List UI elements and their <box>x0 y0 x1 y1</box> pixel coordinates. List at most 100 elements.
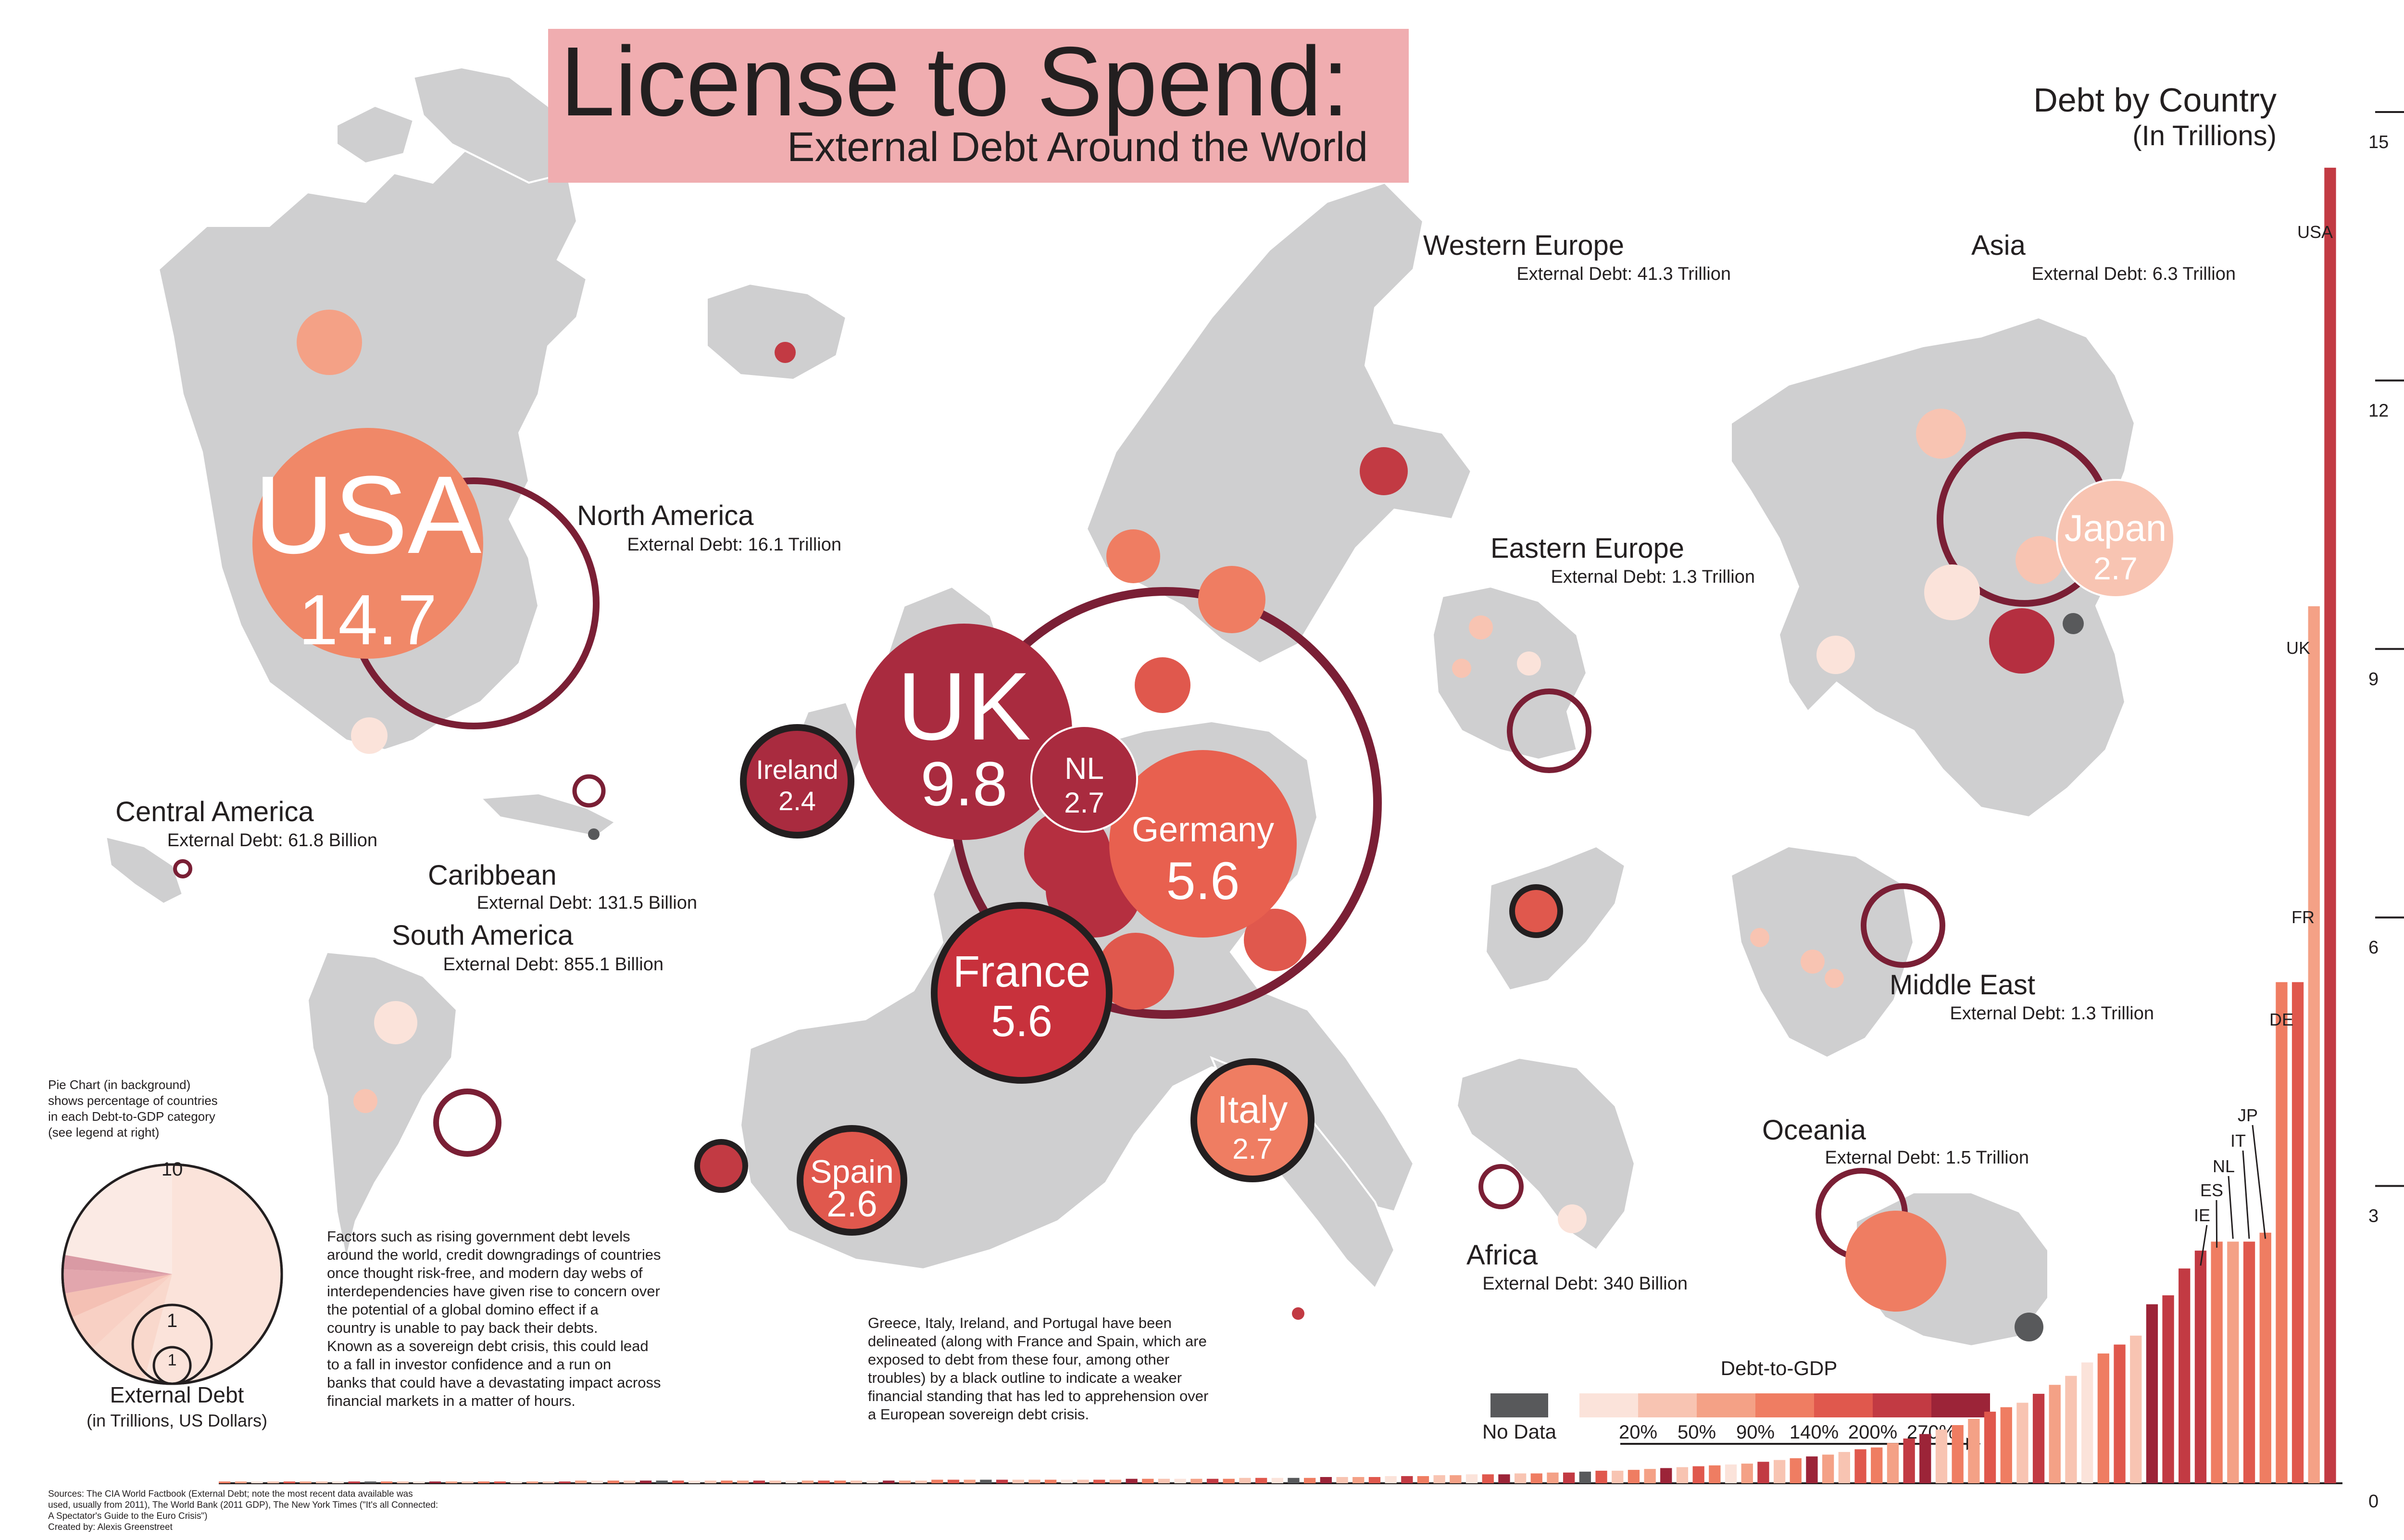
bar-60 <box>1190 1478 1202 1483</box>
germany-bubble <box>1109 750 1297 938</box>
sweden-bubble <box>1198 566 1265 633</box>
bar-62 <box>1223 1478 1235 1483</box>
region-debt-middle-east: External Debt: 1.3 Trillion <box>1950 1003 2154 1024</box>
pie-wedge-5 <box>72 1274 172 1349</box>
body-text-mid-p: Greece, Italy, Ireland, and Portugal hav… <box>868 1315 1208 1423</box>
bar-43 <box>915 1480 927 1483</box>
spain-bubble <box>797 1125 907 1236</box>
body-text-left-p1: Factors such as rising government debt l… <box>327 1228 661 1336</box>
bar-130 <box>2324 167 2336 1483</box>
bar-64 <box>1255 1477 1267 1483</box>
usa-bubble-value: 14.7 <box>299 580 437 660</box>
bar-85 <box>1595 1470 1607 1483</box>
pie-note-text: Pie Chart (in background) shows percentag… <box>48 1077 218 1139</box>
bar-chart-tick-label-6: 6 <box>2368 938 2379 958</box>
canada-bubble <box>297 310 362 375</box>
japan-bubble-value: 2.7 <box>2093 551 2138 586</box>
sources-line-3: Created by: Alexis Greenstreet <box>48 1522 173 1532</box>
region-name-asia: Asia <box>1971 230 2026 261</box>
hongkong-bubble <box>2016 536 2064 584</box>
bar-label-jp: JP <box>2238 1105 2258 1125</box>
india-bubble <box>1816 636 1855 674</box>
bar-leader-jp <box>2252 1125 2266 1239</box>
bar-1 <box>235 1481 247 1483</box>
bar-40 <box>866 1480 878 1483</box>
bar-70 <box>1352 1477 1365 1483</box>
bar-61 <box>1206 1478 1219 1483</box>
size-legend: 10 1 1 External Debt (in Trillions, US D… <box>61 1159 283 1430</box>
bar-leader-it <box>2242 1150 2250 1239</box>
bar-50 <box>1028 1479 1040 1483</box>
size-legend-title: External Debt <box>110 1382 244 1407</box>
bar-label-ie: IE <box>2194 1205 2210 1225</box>
title-background <box>548 29 1409 183</box>
size-legend-label-10: 10 <box>162 1159 183 1180</box>
bar-101 <box>1854 1449 1866 1483</box>
hungary-bubble <box>1452 659 1471 678</box>
bar-label-uk: UK <box>2286 638 2310 658</box>
bar-36 <box>801 1480 814 1483</box>
bar-111 <box>2016 1402 2028 1483</box>
bar-chart-bars <box>219 167 2336 1483</box>
legend-no-data-swatch <box>1490 1393 1548 1417</box>
bar-84 <box>1579 1471 1591 1483</box>
bar-105 <box>1919 1434 1931 1483</box>
bar-122 <box>2194 1251 2207 1483</box>
legend-label-2: 90% <box>1736 1422 1775 1443</box>
bar-32 <box>737 1480 749 1483</box>
debt-by-country-bar-chart: 0 3 6 9 12 15 USA UK FR DE JP IT NL ES IE <box>219 111 2404 1512</box>
argentina-bubble <box>353 1089 377 1113</box>
bar-54 <box>1093 1479 1105 1483</box>
italy-bubble-name: Italy <box>1217 1088 1288 1131</box>
bar-25 <box>624 1480 636 1483</box>
bar-17 <box>494 1481 506 1483</box>
portugal-bubble <box>694 1139 748 1193</box>
uk-bubble-name: UK <box>897 653 1031 760</box>
bar-52 <box>1061 1479 1073 1483</box>
bar-label-usa: USA <box>2297 222 2333 242</box>
central-america-map <box>104 835 184 905</box>
bar-12 <box>413 1481 425 1483</box>
caribbean-total-ring <box>572 774 606 808</box>
bar-116 <box>2097 1353 2109 1483</box>
africa-map <box>1455 1056 1636 1252</box>
world-map <box>104 66 2136 1348</box>
france-bubble-name: France <box>953 947 1090 996</box>
legend-swatch-4 <box>1814 1393 1873 1417</box>
bar-91 <box>1692 1466 1704 1483</box>
debt-to-gdp-legend: Debt-to-GDP No Data 20% 50% 90% 140% 200% 270… <box>1482 1357 1990 1450</box>
bar-119 <box>2146 1304 2158 1483</box>
south-america-map <box>306 951 458 1260</box>
finland-bubble <box>1360 447 1408 495</box>
legend-swatch-1 <box>1638 1393 1697 1417</box>
bar-129 <box>2308 606 2320 1483</box>
country-bubbles-small <box>297 310 2084 1341</box>
bar-97 <box>1790 1458 1802 1483</box>
bar-chart-tick-label-0: 0 <box>2368 1491 2379 1512</box>
middle-east-total-ring <box>1861 883 1945 968</box>
bar-label-nl: NL <box>2213 1156 2235 1176</box>
body-text-left: Factors such as rising government debt l… <box>327 1228 661 1409</box>
bar-102 <box>1871 1447 1883 1483</box>
bar-label-fr: FR <box>2291 907 2315 927</box>
bar-104 <box>1903 1438 1915 1483</box>
bar-29 <box>688 1480 701 1483</box>
cuba-bubble <box>588 828 600 840</box>
bar-10 <box>380 1481 393 1483</box>
bar-112 <box>2032 1393 2045 1483</box>
germany-bubble-name: Germany <box>1132 811 1274 849</box>
bar-75 <box>1433 1475 1445 1483</box>
usa-bubble <box>252 428 483 659</box>
legend-swatch-3 <box>1755 1393 1814 1417</box>
bar-79 <box>1498 1474 1510 1483</box>
bar-11 <box>397 1481 409 1483</box>
uk-bubble <box>856 624 1072 840</box>
body-text-mid: Greece, Italy, Ireland, and Portugal hav… <box>868 1315 1208 1423</box>
bar-77 <box>1465 1474 1478 1483</box>
bar-39 <box>850 1480 863 1483</box>
bar-2 <box>251 1481 263 1483</box>
bar-42 <box>899 1480 911 1483</box>
bar-30 <box>704 1480 716 1483</box>
region-name-central-america: Central America <box>115 796 314 827</box>
russia-bubble <box>1916 409 1966 459</box>
